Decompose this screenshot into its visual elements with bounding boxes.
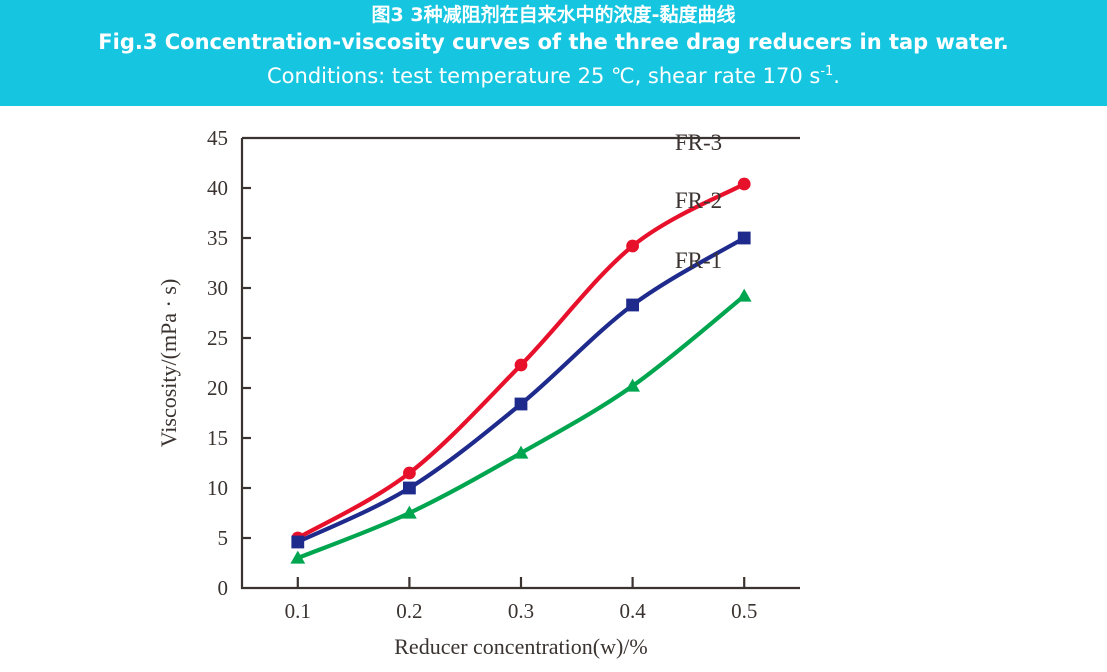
x-tick-label: 0.2 (396, 599, 422, 623)
figure-caption-banner: 图3 3种减阻剂在自来水中的浓度-黏度曲线 Fig.3 Concentratio… (0, 0, 1107, 106)
y-tick-label: 35 (207, 226, 228, 250)
y-axis-title: Viscosity/(mPa · s) (156, 279, 181, 448)
data-point-fr-3 (403, 466, 416, 480)
series-label-fr-1: FR-1 (675, 248, 722, 273)
y-tick-label: 40 (207, 176, 228, 200)
data-point-fr-2 (737, 231, 751, 245)
data-point-fr-1 (736, 288, 752, 302)
caption-conditions-text: Conditions: test temperature 25 ℃, shear… (267, 64, 821, 88)
x-tick-label: 0.5 (731, 599, 757, 623)
data-point-fr-3 (626, 239, 639, 253)
data-point-fr-1 (402, 505, 417, 519)
caption-conditions: Conditions: test temperature 25 ℃, shear… (267, 57, 840, 91)
y-tick-label: 25 (207, 326, 228, 350)
y-tick-label: 10 (207, 476, 228, 500)
caption-chinese: 图3 3种减阻剂在自来水中的浓度-黏度曲线 (371, 4, 736, 26)
data-point-fr-2 (514, 397, 528, 411)
data-point-fr-3 (737, 177, 751, 191)
series-label-fr-2: FR-2 (675, 188, 722, 213)
x-axis-ticks: 0.1 0.2 0.3 0.4 0.5 (285, 577, 757, 623)
series-curve-fr-1 (295, 293, 747, 561)
x-tick-label: 0.1 (285, 599, 311, 623)
x-axis-title: Reducer concentration(w)/% (394, 634, 648, 659)
chart-area: 0 5 10 15 20 25 30 35 40 45 0.1 0.2 0.3 0.4 0.5 FR-3 F… (0, 106, 1107, 672)
data-point-fr-1 (290, 550, 306, 564)
y-tick-label: 0 (218, 576, 229, 600)
y-axis-ticks: 0 5 10 15 20 25 30 35 40 45 (207, 126, 251, 600)
caption-conditions-exponent: -1 (820, 64, 834, 79)
y-tick-label: 5 (218, 526, 229, 550)
data-point-fr-1 (513, 445, 529, 459)
data-point-fr-1 (625, 378, 640, 392)
series-label-fr-3: FR-3 (675, 130, 722, 155)
series-curve-fr-2 (295, 235, 747, 545)
series-labels: FR-3 FR-2 FR-1 (675, 130, 722, 273)
y-tick-label: 45 (207, 126, 228, 150)
caption-english: Fig.3 Concentration-viscosity curves of … (98, 30, 1009, 54)
x-tick-label: 0.4 (619, 599, 646, 623)
y-tick-label: 20 (207, 376, 228, 400)
data-markers (290, 177, 752, 564)
y-tick-label: 15 (207, 426, 228, 450)
data-point-fr-2 (291, 535, 305, 549)
caption-conditions-period: . (833, 64, 840, 88)
data-point-fr-2 (626, 298, 639, 312)
data-point-fr-2 (403, 481, 416, 495)
data-point-fr-3 (514, 358, 528, 372)
y-tick-label: 30 (207, 276, 228, 300)
x-tick-label: 0.3 (508, 599, 534, 623)
